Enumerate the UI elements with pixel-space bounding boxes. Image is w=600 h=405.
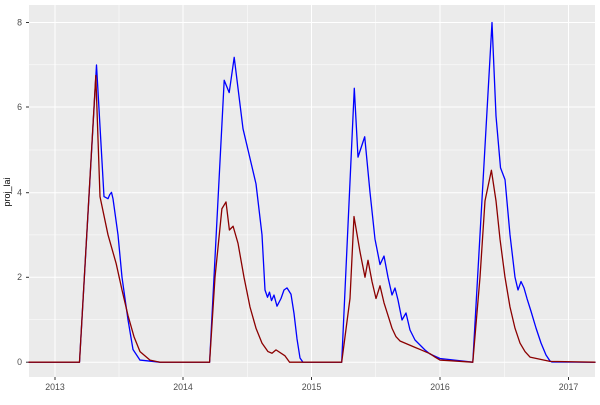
svg-text:2013: 2013 <box>45 382 65 392</box>
svg-text:0: 0 <box>17 357 22 367</box>
svg-text:6: 6 <box>17 102 22 112</box>
svg-text:2017: 2017 <box>559 382 579 392</box>
svg-text:2015: 2015 <box>302 382 322 392</box>
svg-text:2014: 2014 <box>173 382 193 392</box>
svg-text:proj_lai: proj_lai <box>2 177 12 206</box>
svg-text:2: 2 <box>17 272 22 282</box>
svg-text:4: 4 <box>17 188 22 198</box>
svg-text:8: 8 <box>17 17 22 27</box>
svg-text:2016: 2016 <box>430 382 450 392</box>
